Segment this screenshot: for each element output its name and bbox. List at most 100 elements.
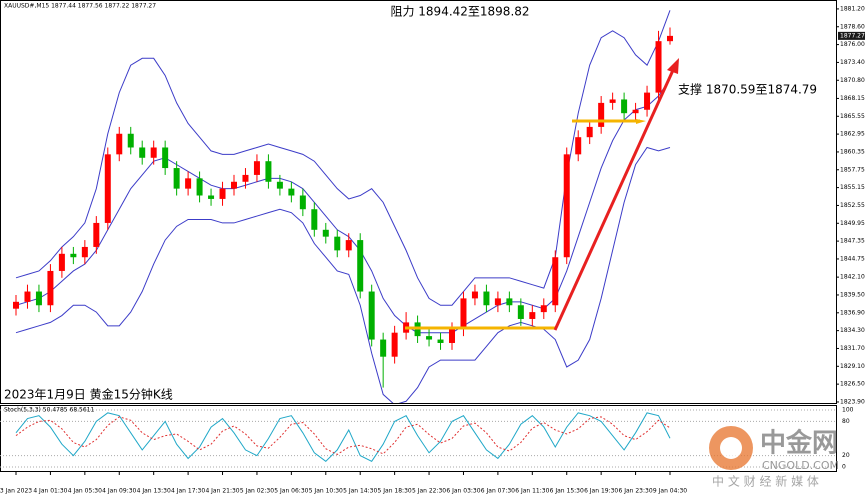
candle-body: [575, 137, 582, 155]
candle-body: [288, 188, 295, 196]
candle-body: [563, 154, 570, 258]
y-tick-label: 1844.75: [840, 255, 865, 262]
price-tag-label: 1877.27: [840, 32, 865, 39]
watermark-title: 中金网: [760, 428, 838, 459]
y-tick-label: 0: [842, 464, 846, 471]
x-tick-label: 6 Jan 03:30: [446, 488, 480, 495]
y-tick-label: 1855.15: [840, 184, 865, 191]
y-tick-label: 1862.95: [840, 131, 865, 138]
caption: 2023年1月9日 黄金15分钟K线: [4, 387, 173, 402]
y-tick-label: 1839.50: [840, 291, 865, 298]
arrow-head: [636, 119, 646, 124]
x-tick-label: 6 Jan 15:30: [550, 488, 584, 495]
x-tick-label: 5 Jan 22:30: [412, 488, 446, 495]
stoch-title: Stoch(5,3,3) 50.4785 68.5611: [4, 407, 95, 414]
x-tick-label: 4 Jan 05:30: [68, 488, 102, 495]
stoch-line: [15, 416, 671, 456]
x-tick-label: 4 Jan 09:30: [102, 488, 136, 495]
annotation: 支撑 1870.59至1874.79: [678, 82, 817, 97]
candle-body: [540, 305, 547, 313]
x-tick-label: 6 Jan 23:30: [618, 488, 652, 495]
x-tick-label: 4 Jan 21:30: [205, 488, 239, 495]
candle-body: [586, 126, 593, 138]
candle-body: [13, 301, 19, 309]
candle-body: [196, 178, 203, 196]
candle-body: [380, 339, 387, 357]
candle-body: [104, 154, 111, 223]
watermark-site: CNGOLD.COM: [762, 459, 839, 472]
candle-body: [116, 133, 123, 155]
candle-body: [517, 305, 524, 319]
y-tick-label: 1826.50: [840, 381, 865, 388]
candle-body: [24, 291, 31, 302]
candle-body: [506, 298, 513, 306]
candle-body: [609, 99, 616, 103]
y-tick-label: 1865.55: [840, 113, 865, 120]
candle-body: [47, 270, 54, 306]
candle-body: [368, 291, 375, 340]
candle-body: [242, 174, 249, 182]
x-tick-label: 9 Jan 04:30: [653, 488, 687, 495]
y-tick-label: 1823.90: [840, 398, 865, 405]
candle-body: [81, 246, 88, 258]
watermark: 中金网 CNGOLD.COM 中 文 财 经 新 媒 体: [709, 426, 839, 489]
chart-title: XAUUSD#,M15 1877.44 1877.56 1877.22 1877…: [4, 3, 156, 10]
candle-body: [58, 253, 65, 271]
candle-body: [162, 147, 169, 169]
candle-body: [471, 291, 478, 299]
candle-body: [265, 161, 272, 182]
annotation: 阻力 1894.42至1898.82: [390, 5, 529, 19]
candle-body: [449, 329, 455, 343]
bollinger-upper: [15, 10, 671, 306]
candle-body: [655, 41, 662, 93]
candle-body: [173, 168, 180, 189]
x-tick-label: 5 Jan 06:30: [274, 488, 308, 495]
candle-body: [644, 92, 651, 110]
logo: [720, 437, 742, 459]
x-tick-label: 6 Jan 19:30: [584, 488, 618, 495]
candle-body: [35, 291, 42, 306]
candle-body: [150, 147, 157, 158]
candle-body: [139, 147, 146, 158]
y-tick-label: 20: [842, 452, 850, 459]
candle-body: [127, 133, 134, 148]
y-tick-label: 1881.20: [840, 5, 865, 12]
x-tick-label: 6 Jan 07:30: [481, 488, 515, 495]
candle-body: [529, 312, 536, 319]
y-tick-label: 1847.35: [840, 238, 865, 245]
candle-body: [253, 161, 260, 175]
y-tick-label: 1852.55: [840, 202, 865, 209]
y-tick-label: 1829.10: [840, 363, 865, 370]
candle-body: [276, 181, 283, 189]
trend-arrow: [553, 67, 676, 331]
y-tick-label: 1836.90: [840, 309, 865, 316]
candle-body: [391, 332, 398, 357]
stoch-frame: [0, 405, 837, 472]
x-tick-label: 5 Jan 02:30: [240, 488, 274, 495]
y-tick-label: 1870.80: [840, 77, 865, 84]
y-tick-label: 1860.35: [840, 148, 865, 155]
x-tick-label: 4 Jan 13:30: [137, 488, 171, 495]
x-tick-label: 5 Jan 14:30: [343, 488, 377, 495]
x-tick-label: 5 Jan 10:30: [309, 488, 343, 495]
axes: 3 Jan 2023 4 Jan 01:30 4 Jan 05:30 4 Jan 09…: [0, 5, 865, 495]
x-tick-label: 5 Jan 18:30: [378, 488, 412, 495]
y-tick-label: 1876.00: [840, 41, 865, 48]
y-tick-label: 1878.60: [840, 23, 865, 30]
candle-body: [311, 209, 318, 230]
candle-body: [70, 253, 77, 258]
main-plot: [13, 10, 673, 403]
y-tick-label: 1873.40: [840, 59, 865, 66]
price-tag: [838, 31, 865, 40]
bollinger-lower: [15, 146, 671, 403]
x-tick-label: 4 Jan 17:30: [171, 488, 205, 495]
main-frame: [0, 0, 837, 404]
candle-body: [621, 99, 628, 114]
y-tick-label: 1842.10: [840, 274, 865, 281]
candle-body: [437, 339, 444, 343]
y-tick-label: 1834.30: [840, 327, 865, 334]
candle-body: [460, 298, 467, 330]
candle-body: [483, 291, 490, 306]
candle-body: [219, 188, 226, 199]
